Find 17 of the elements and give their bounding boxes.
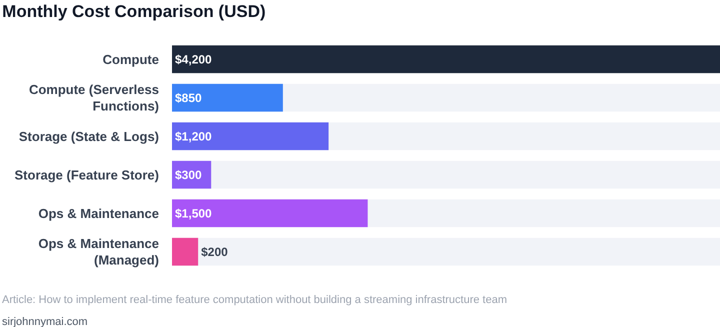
data-label: $300	[175, 168, 202, 182]
y-tick-label: Compute (Serverless Functions)	[28, 82, 159, 114]
y-tick-label: Storage (State & Logs)	[18, 128, 159, 144]
data-label: $850	[175, 90, 202, 105]
y-tick-label: Ops & Maintenance (Managed)	[38, 236, 159, 268]
data-label: $1,500	[175, 206, 212, 220]
data-label: $200	[201, 244, 228, 259]
data-label: $1,200	[175, 129, 212, 144]
chart-title: Monthly Cost Comparison (USD)	[2, 2, 266, 21]
bar	[172, 238, 198, 266]
y-tick-label: Compute	[102, 52, 159, 67]
text: Article: How to implement real-time feature computation without building a streaming infrastructure team	[2, 294, 508, 306]
data-label: $4,200	[175, 52, 212, 66]
y-tick-label: Storage (Feature Store)	[14, 167, 159, 182]
text: sirjohnnymai.com	[2, 316, 88, 327]
bar	[172, 84, 283, 112]
y-tick-label: Ops & Maintenance	[38, 206, 159, 221]
